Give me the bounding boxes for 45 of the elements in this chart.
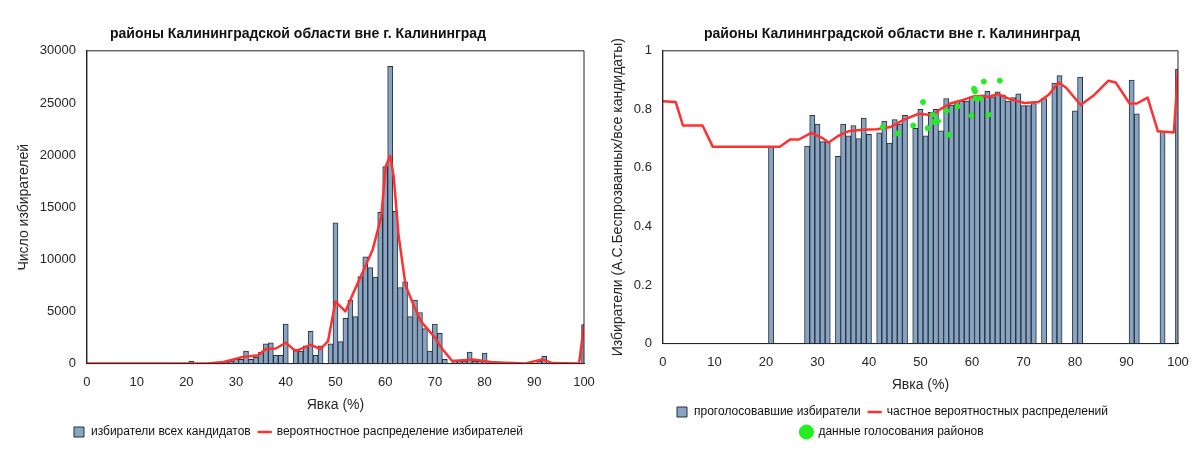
x-axis-title: Явка (%) (306, 396, 365, 413)
y-tick-label: 5000 (47, 303, 76, 319)
x-tick-label: 30 (228, 373, 244, 389)
x-tick-label: 40 (861, 353, 877, 369)
y-tick-label: 0.8 (633, 100, 652, 116)
x-tick-label: 90 (527, 373, 542, 389)
x-tick-label: 20 (758, 353, 774, 369)
legend-label: проголосовавшие избиратели (694, 404, 861, 419)
x-tick-label: 50 (328, 373, 343, 389)
chart-title: районы Калининградской области вне г. Калининград (703, 25, 1081, 42)
y-axis-title: Избиратели (А.С.Беспрозванных/все кандидаты) (609, 38, 626, 357)
x-tick-label: 80 (477, 373, 492, 389)
x-tick-label: 50 (913, 353, 928, 369)
y-tick-label: 1 (644, 42, 652, 58)
y-tick-label: 10000 (39, 250, 76, 266)
x-tick-label: 60 (964, 353, 980, 369)
x-tick-label: 70 (1016, 353, 1031, 369)
y-tick-label: 0.4 (633, 218, 652, 234)
chart-title: районы Калининградской области вне г. Калининград (109, 25, 487, 42)
y-tick-label: 0.2 (633, 276, 652, 292)
legend-label: избиратели всех кандидатов (90, 424, 251, 439)
y-tick-label: 0.6 (633, 159, 652, 175)
y-tick-label: 15000 (39, 198, 76, 214)
x-tick-label: 100 (573, 373, 595, 389)
y-tick-label: 30000 (39, 42, 76, 58)
y-axis-title: Число избирателей (15, 143, 32, 271)
legend-label: частное вероятностных распределений (886, 404, 1108, 419)
x-tick-label: 80 (1067, 353, 1083, 369)
y-tick-label: 20000 (39, 146, 76, 162)
y-tick-label: 25000 (39, 94, 76, 110)
x-axis-title: Явка (%) (891, 376, 950, 393)
x-tick-label: 100 (1167, 353, 1189, 369)
x-tick-label: 20 (179, 373, 194, 389)
x-tick-label: 10 (129, 373, 144, 389)
legend-label: данные голосования районов (818, 424, 984, 439)
y-tick-label: 0 (644, 335, 652, 351)
x-tick-label: 0 (659, 353, 667, 369)
x-tick-label: 10 (707, 353, 722, 369)
x-tick-label: 30 (810, 353, 825, 369)
x-tick-label: 60 (377, 373, 393, 389)
x-tick-label: 40 (278, 373, 293, 389)
legend-label: вероятностное распределение избирателей (276, 424, 524, 439)
x-tick-label: 90 (1119, 353, 1134, 369)
x-tick-label: 70 (427, 373, 443, 389)
x-tick-label: 0 (83, 373, 91, 389)
